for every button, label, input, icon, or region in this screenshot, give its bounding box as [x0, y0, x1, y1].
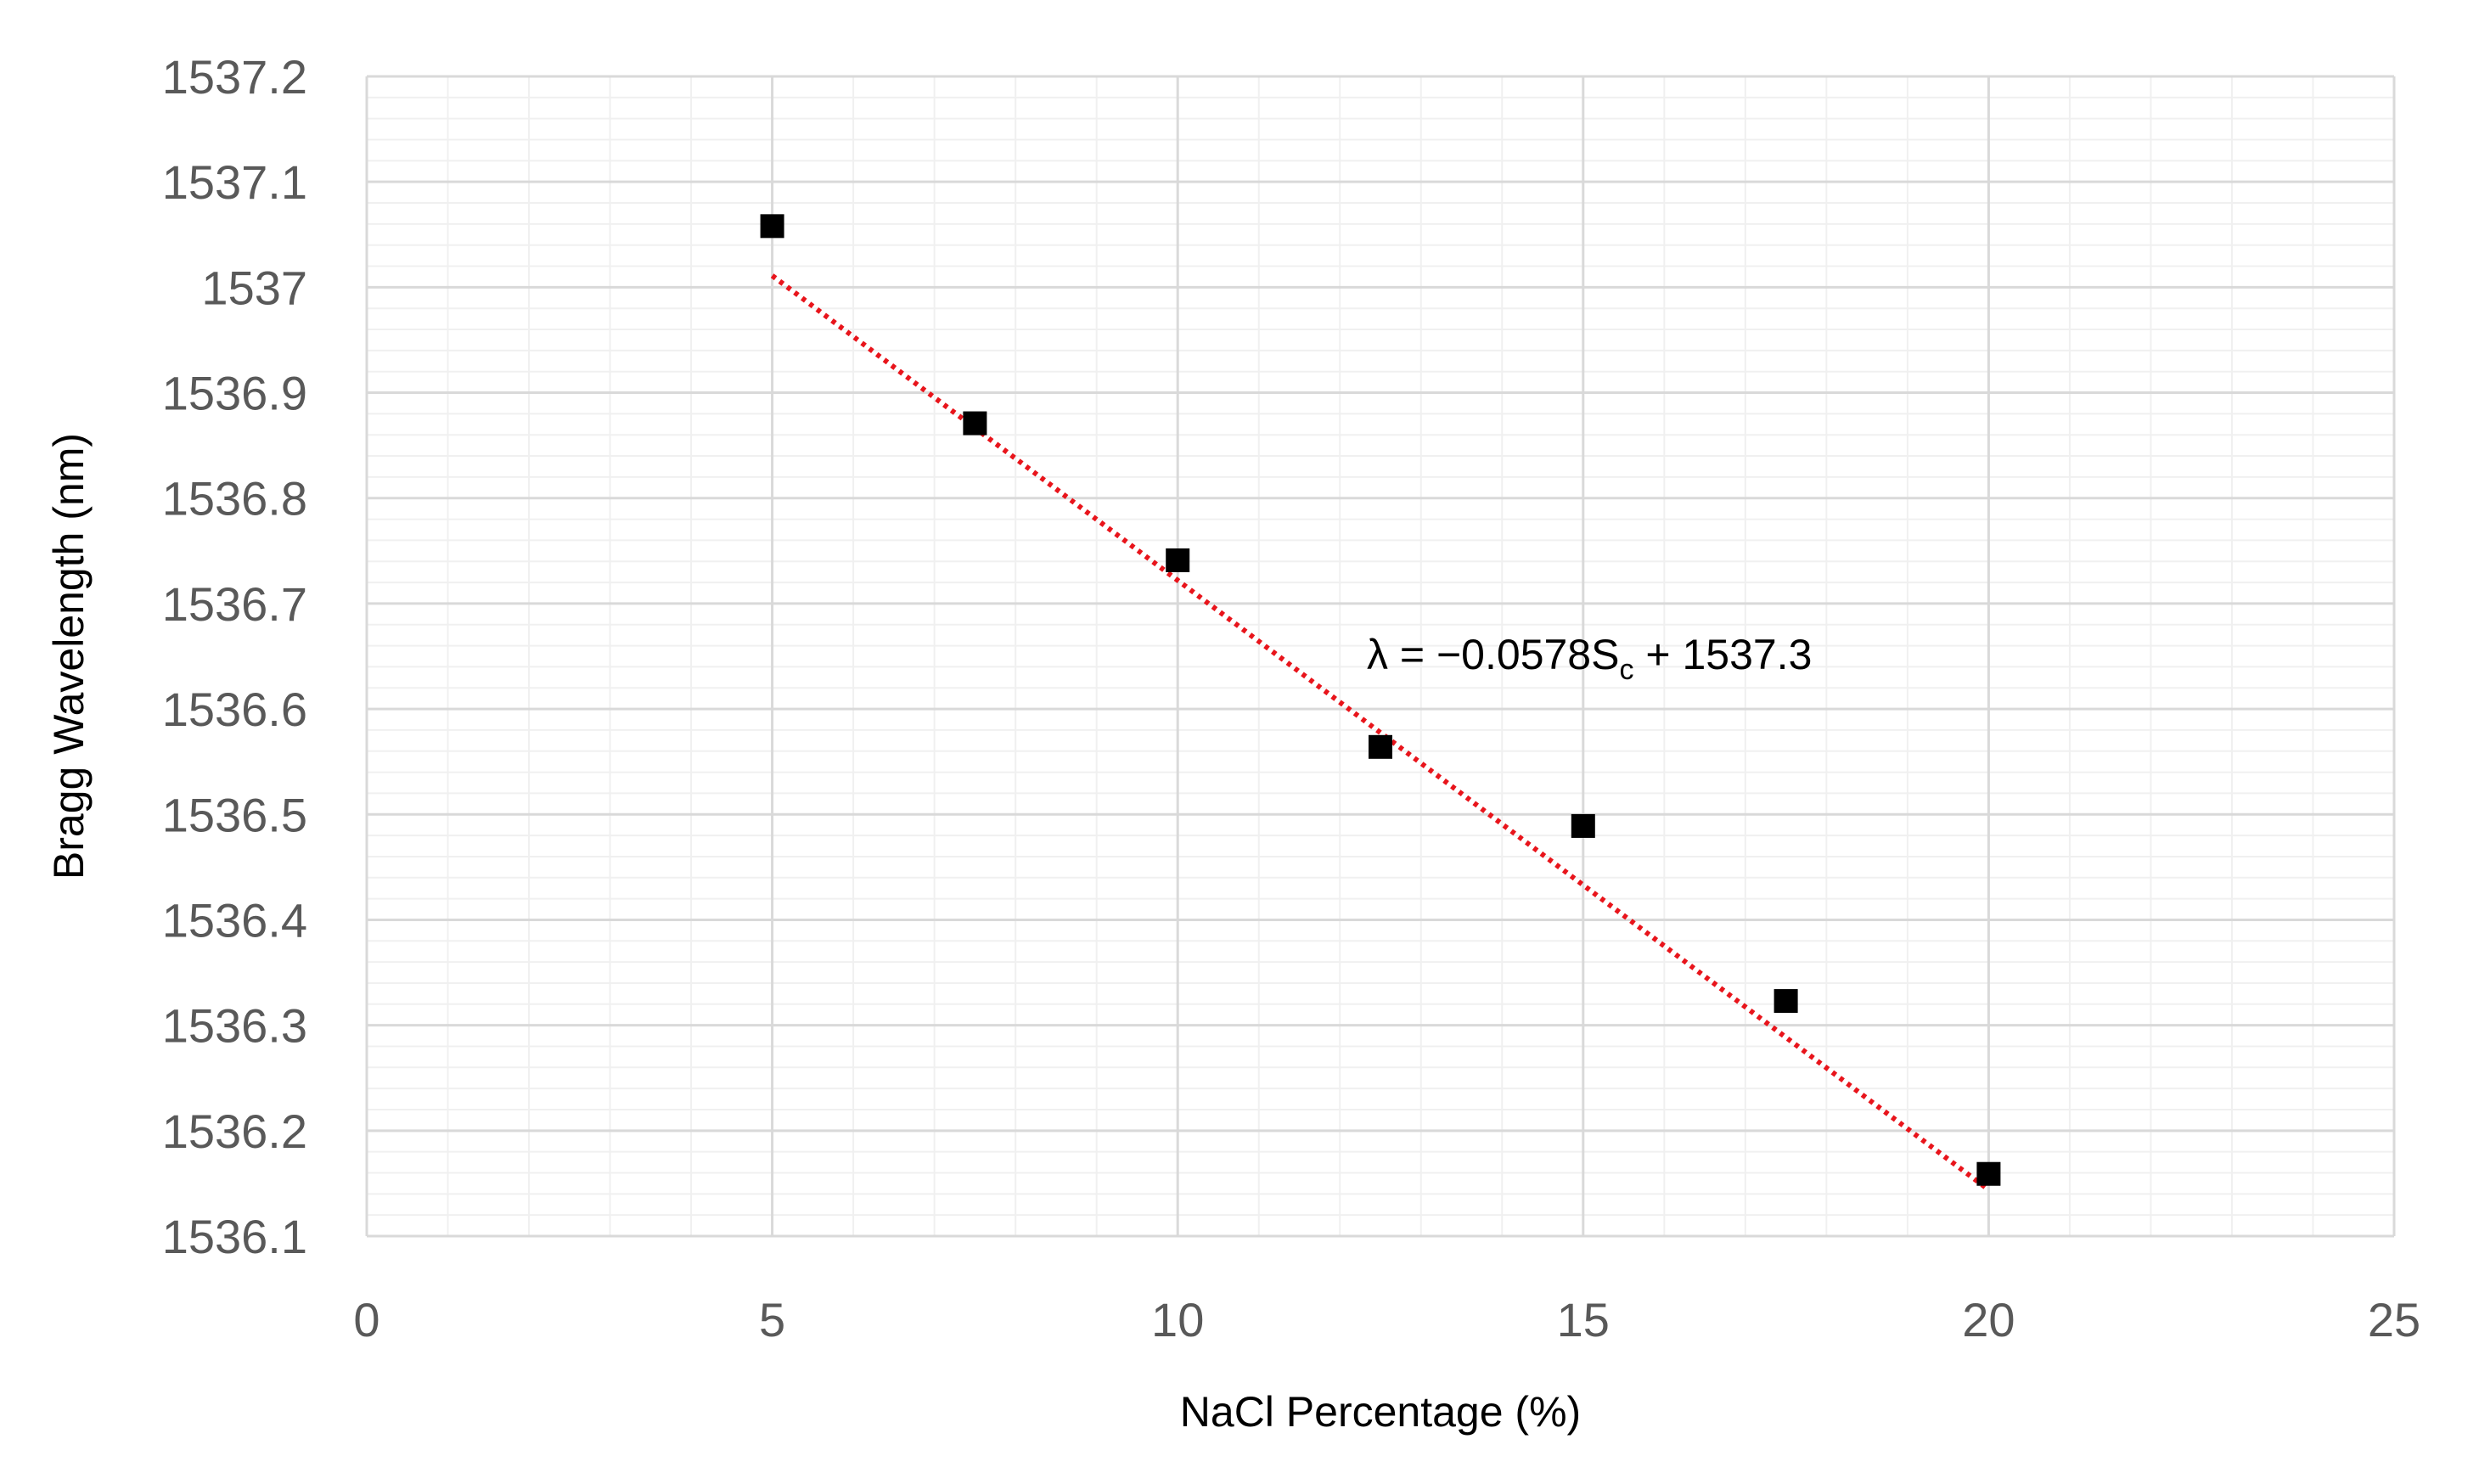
y-tick-label: 1536.3 — [162, 999, 307, 1053]
y-axis-tick-labels: 1536.1 1536.2 1536.3 1536.4 1536.5 1536.6 1536… — [162, 50, 307, 1263]
x-axis-tick-labels: 0 5 10 15 20 25 — [353, 1293, 2420, 1346]
x-tick-label: 10 — [1151, 1293, 1204, 1346]
data-points — [760, 214, 2001, 1186]
y-tick-label: 1536.6 — [162, 683, 307, 736]
major-gridlines — [365, 75, 2396, 1238]
x-tick-label: 0 — [353, 1293, 379, 1346]
data-point — [760, 214, 784, 239]
minor-gridlines — [367, 76, 2394, 1236]
trendline — [770, 273, 1991, 1192]
x-tick-label: 5 — [759, 1293, 785, 1346]
trendline-group — [770, 273, 1991, 1192]
y-tick-label: 1537.2 — [162, 50, 307, 104]
x-axis-title: NaCl Percentage (%) — [1180, 1388, 1581, 1436]
y-axis-title: Bragg Wavelength (nm) — [45, 433, 93, 880]
data-point — [1774, 989, 1798, 1014]
y-tick-label: 1537.1 — [162, 155, 307, 209]
equation-prefix: λ = −0.0578S — [1367, 631, 1619, 678]
y-tick-label: 1536.2 — [162, 1105, 307, 1158]
data-point — [1976, 1161, 2001, 1186]
equation-suffix: + 1537.3 — [1633, 631, 1812, 678]
y-tick-label: 1536.8 — [162, 472, 307, 526]
data-point — [963, 411, 987, 436]
x-tick-label: 25 — [2368, 1293, 2420, 1346]
data-point — [1571, 813, 1595, 838]
data-point — [1369, 734, 1392, 759]
x-tick-label: 15 — [1557, 1293, 1610, 1346]
y-tick-label: 1536.4 — [162, 893, 307, 947]
x-tick-label: 20 — [1962, 1293, 2015, 1346]
y-tick-label: 1536.7 — [162, 577, 307, 631]
y-tick-label: 1537 — [201, 261, 307, 314]
y-tick-label: 1536.1 — [162, 1210, 307, 1263]
y-tick-label: 1536.5 — [162, 788, 307, 841]
equation-subscript: c — [1619, 654, 1633, 686]
data-point — [1166, 548, 1190, 572]
y-tick-label: 1536.9 — [162, 367, 307, 420]
trendline-equation: λ = −0.0578Sc + 1537.3 — [1367, 631, 1812, 686]
